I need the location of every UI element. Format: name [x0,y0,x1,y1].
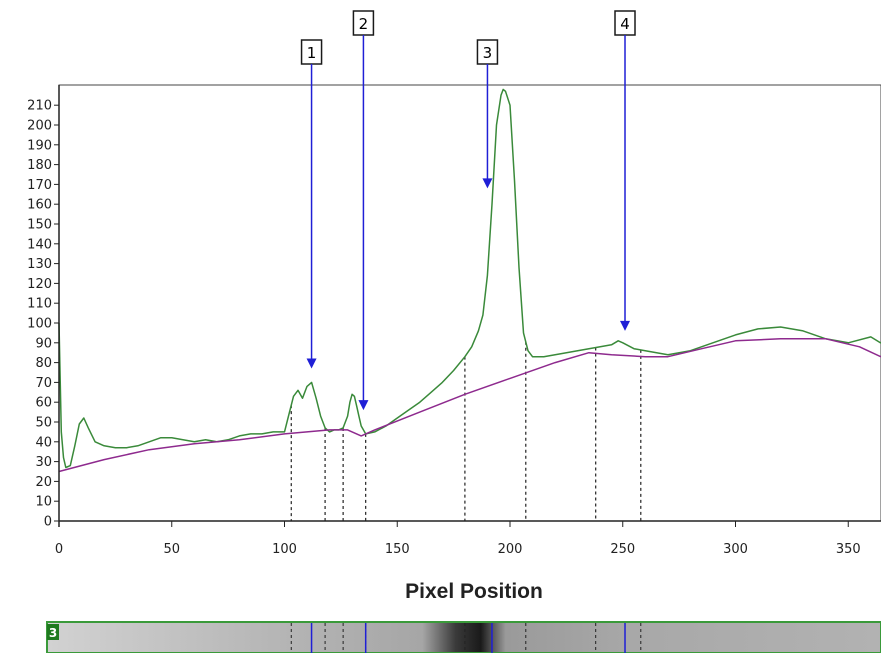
y-tick-label: 10 [35,495,52,510]
lane-image [47,622,881,653]
y-tick-label: 210 [27,99,52,114]
x-axis-label: Pixel Position [405,580,543,603]
y-tick-label: 40 [35,435,52,450]
y-tick-label: 200 [27,119,52,134]
y-tick-label: 20 [35,475,52,490]
y-tick-label: 190 [27,138,52,153]
x-tick-label: 300 [723,542,748,557]
profile-series-line [58,88,881,469]
marker-arrow-head [620,320,631,331]
y-tick-label: 0 [44,515,52,530]
marker-4: 4 [614,10,636,331]
y-tick-label: 170 [27,178,52,193]
marker-arrow-head [482,178,493,189]
y-tick-label: 130 [27,257,52,272]
marker-label: 1 [307,44,317,62]
x-tick-label: 200 [498,542,523,557]
y-tick-label: 140 [27,237,52,252]
y-tick-label: 100 [27,317,52,332]
x-tick-label: 350 [836,542,861,557]
marker-3: 3 [476,39,499,189]
marker-label: 3 [483,44,493,62]
x-tick-label: 250 [610,542,635,557]
y-tick-label: 90 [35,336,52,351]
y-tick-label: 30 [35,455,52,470]
x-tick-label: 100 [272,542,297,557]
y-tick-label: 160 [27,198,52,213]
y-tick-label: 150 [27,218,52,233]
y-tick-label: 70 [35,376,52,391]
marker-1: 1 [300,39,323,369]
y-tick-label: 180 [27,158,52,173]
marker-2: 2 [352,10,375,411]
lane-number-label: 3 [49,626,57,640]
x-tick-label: 50 [163,542,180,557]
y-tick-label: 110 [27,297,52,312]
y-tick-label: 80 [35,356,52,371]
x-tick-label: 0 [55,542,63,557]
marker-arrow-head [358,400,369,411]
plot-frame [58,84,881,522]
x-tick-label: 150 [385,542,410,557]
y-tick-label: 50 [35,416,52,431]
marker-label: 2 [359,15,369,33]
marker-arrow-head [306,358,317,369]
marker-label: 4 [620,15,630,33]
y-tick-label: 60 [35,396,52,411]
baseline-series-line [58,338,881,473]
lane-number-badge [47,624,59,640]
y-tick-label: 120 [27,277,52,292]
